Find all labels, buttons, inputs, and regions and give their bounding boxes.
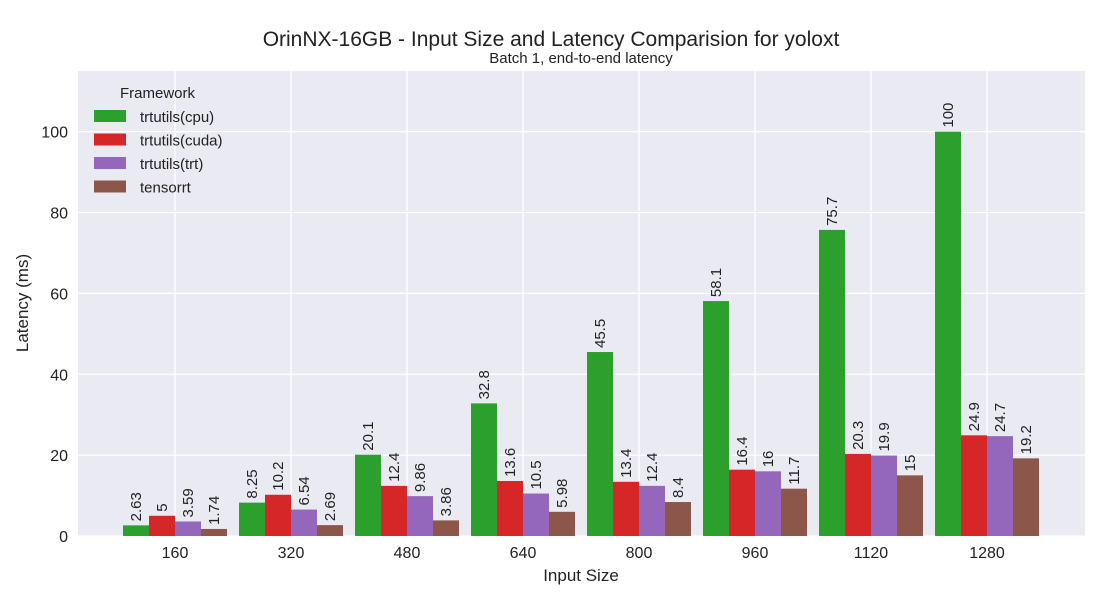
x-tick-label: 800 (626, 545, 653, 562)
y-axis-ticks: 0 20 40 60 80 100 (41, 125, 68, 546)
bar (317, 525, 343, 536)
bar-value-label: 20.1 (360, 422, 377, 451)
bar-value-label: 6.54 (296, 476, 313, 505)
legend-entry: trtutils(trt) (140, 156, 203, 173)
bar (871, 455, 897, 536)
bar-value-label: 2.69 (322, 492, 339, 521)
bar-value-label: 2.63 (128, 492, 145, 521)
bar-value-label: 10.5 (528, 460, 545, 489)
x-tick-label: 160 (162, 545, 189, 562)
legend-title: Framework (120, 85, 196, 102)
bar (497, 481, 523, 536)
bar-value-label: 13.6 (502, 448, 519, 477)
bar-value-label: 24.7 (992, 403, 1009, 432)
bar (265, 494, 291, 536)
chart-subtitle: Batch 1, end-to-end latency (489, 50, 673, 67)
bar (175, 521, 201, 536)
bar (201, 528, 227, 536)
bar (433, 520, 459, 536)
y-tick-label: 80 (50, 206, 68, 223)
bar (703, 301, 729, 536)
bar (987, 436, 1013, 536)
bar (149, 515, 175, 536)
plot-area (78, 71, 1085, 536)
bars-layer (123, 131, 1039, 537)
bar (381, 485, 407, 536)
bar-value-label: 1.74 (206, 496, 223, 525)
bar (819, 229, 845, 536)
bar (291, 509, 317, 536)
chart-title: OrinNX-16GB - Input Size and Latency Com… (263, 28, 840, 51)
legend-swatch (94, 110, 126, 122)
bar (665, 502, 691, 536)
y-tick-label: 20 (50, 448, 68, 465)
y-tick-label: 60 (50, 286, 68, 303)
bar (407, 496, 433, 536)
bar (781, 488, 807, 536)
bar (355, 454, 381, 536)
bar-labels-layer: 2.63 8.25 20.1 32.8 45.5 58.1 75.7 100 5 10.2 12.4… (128, 103, 1035, 525)
x-tick-label: 1120 (854, 545, 889, 562)
legend-entry: trtutils(cpu) (140, 109, 214, 126)
legend-entry: tensorrt (140, 180, 192, 197)
bar (587, 352, 613, 536)
bar-value-label: 45.5 (592, 319, 609, 348)
x-axis-label: Input Size (543, 566, 619, 585)
bar (471, 403, 497, 536)
bar-value-label: 8.25 (244, 469, 261, 498)
bar-value-label: 5.98 (554, 479, 571, 508)
bar (239, 502, 265, 536)
bar (613, 481, 639, 536)
bar (523, 493, 549, 536)
bar-value-label: 12.4 (644, 453, 661, 482)
x-tick-label: 960 (742, 545, 769, 562)
y-axis-label: Latency (ms) (13, 254, 32, 352)
bar (755, 471, 781, 536)
bar-value-label: 3.59 (180, 488, 197, 517)
bar-value-label: 20.3 (850, 421, 867, 450)
bar-value-label: 100 (940, 103, 957, 128)
bar (729, 469, 755, 536)
bar-value-label: 19.2 (1018, 425, 1035, 454)
bar (1013, 458, 1039, 536)
bar-value-label: 13.4 (618, 449, 635, 478)
bar (549, 511, 575, 536)
bar-value-label: 16 (760, 451, 777, 468)
bar (935, 131, 961, 537)
legend-entry: trtutils(cuda) (140, 133, 223, 150)
x-tick-label: 640 (510, 545, 537, 562)
bar-value-label: 15 (902, 455, 919, 472)
x-axis-ticks: 160 320 480 640 800 960 1120 1280 (162, 545, 1005, 562)
bar-value-label: 8.4 (670, 477, 687, 498)
bar-value-label: 19.9 (876, 422, 893, 451)
bar-value-label: 24.9 (966, 402, 983, 431)
bar (897, 475, 923, 536)
x-tick-label: 480 (394, 545, 421, 562)
legend-swatch (94, 133, 126, 146)
bar-value-label: 5 (154, 503, 171, 511)
bar (845, 453, 871, 536)
bar-value-label: 9.86 (412, 463, 429, 492)
legend-swatch (94, 157, 126, 169)
bar-value-label: 58.1 (708, 268, 725, 297)
bar (123, 525, 149, 536)
y-tick-label: 40 (50, 367, 68, 384)
bar (639, 485, 665, 536)
y-tick-label: 0 (59, 529, 68, 546)
bar-value-label: 75.7 (824, 197, 841, 226)
bar-value-label: 12.4 (386, 453, 403, 482)
bar (961, 435, 987, 536)
legend-swatch (94, 180, 126, 193)
bar-value-label: 11.7 (786, 457, 803, 485)
bar-value-label: 3.86 (438, 487, 455, 516)
y-tick-label: 100 (41, 125, 68, 142)
bar-value-label: 16.4 (734, 436, 751, 465)
bar-value-label: 10.2 (270, 462, 287, 491)
x-tick-label: 1280 (969, 545, 1005, 562)
x-tick-label: 320 (278, 545, 305, 562)
legend: Framework trtutils(cpu) trtutils(cuda) trt… (94, 85, 223, 197)
bar-value-label: 32.8 (476, 370, 493, 399)
